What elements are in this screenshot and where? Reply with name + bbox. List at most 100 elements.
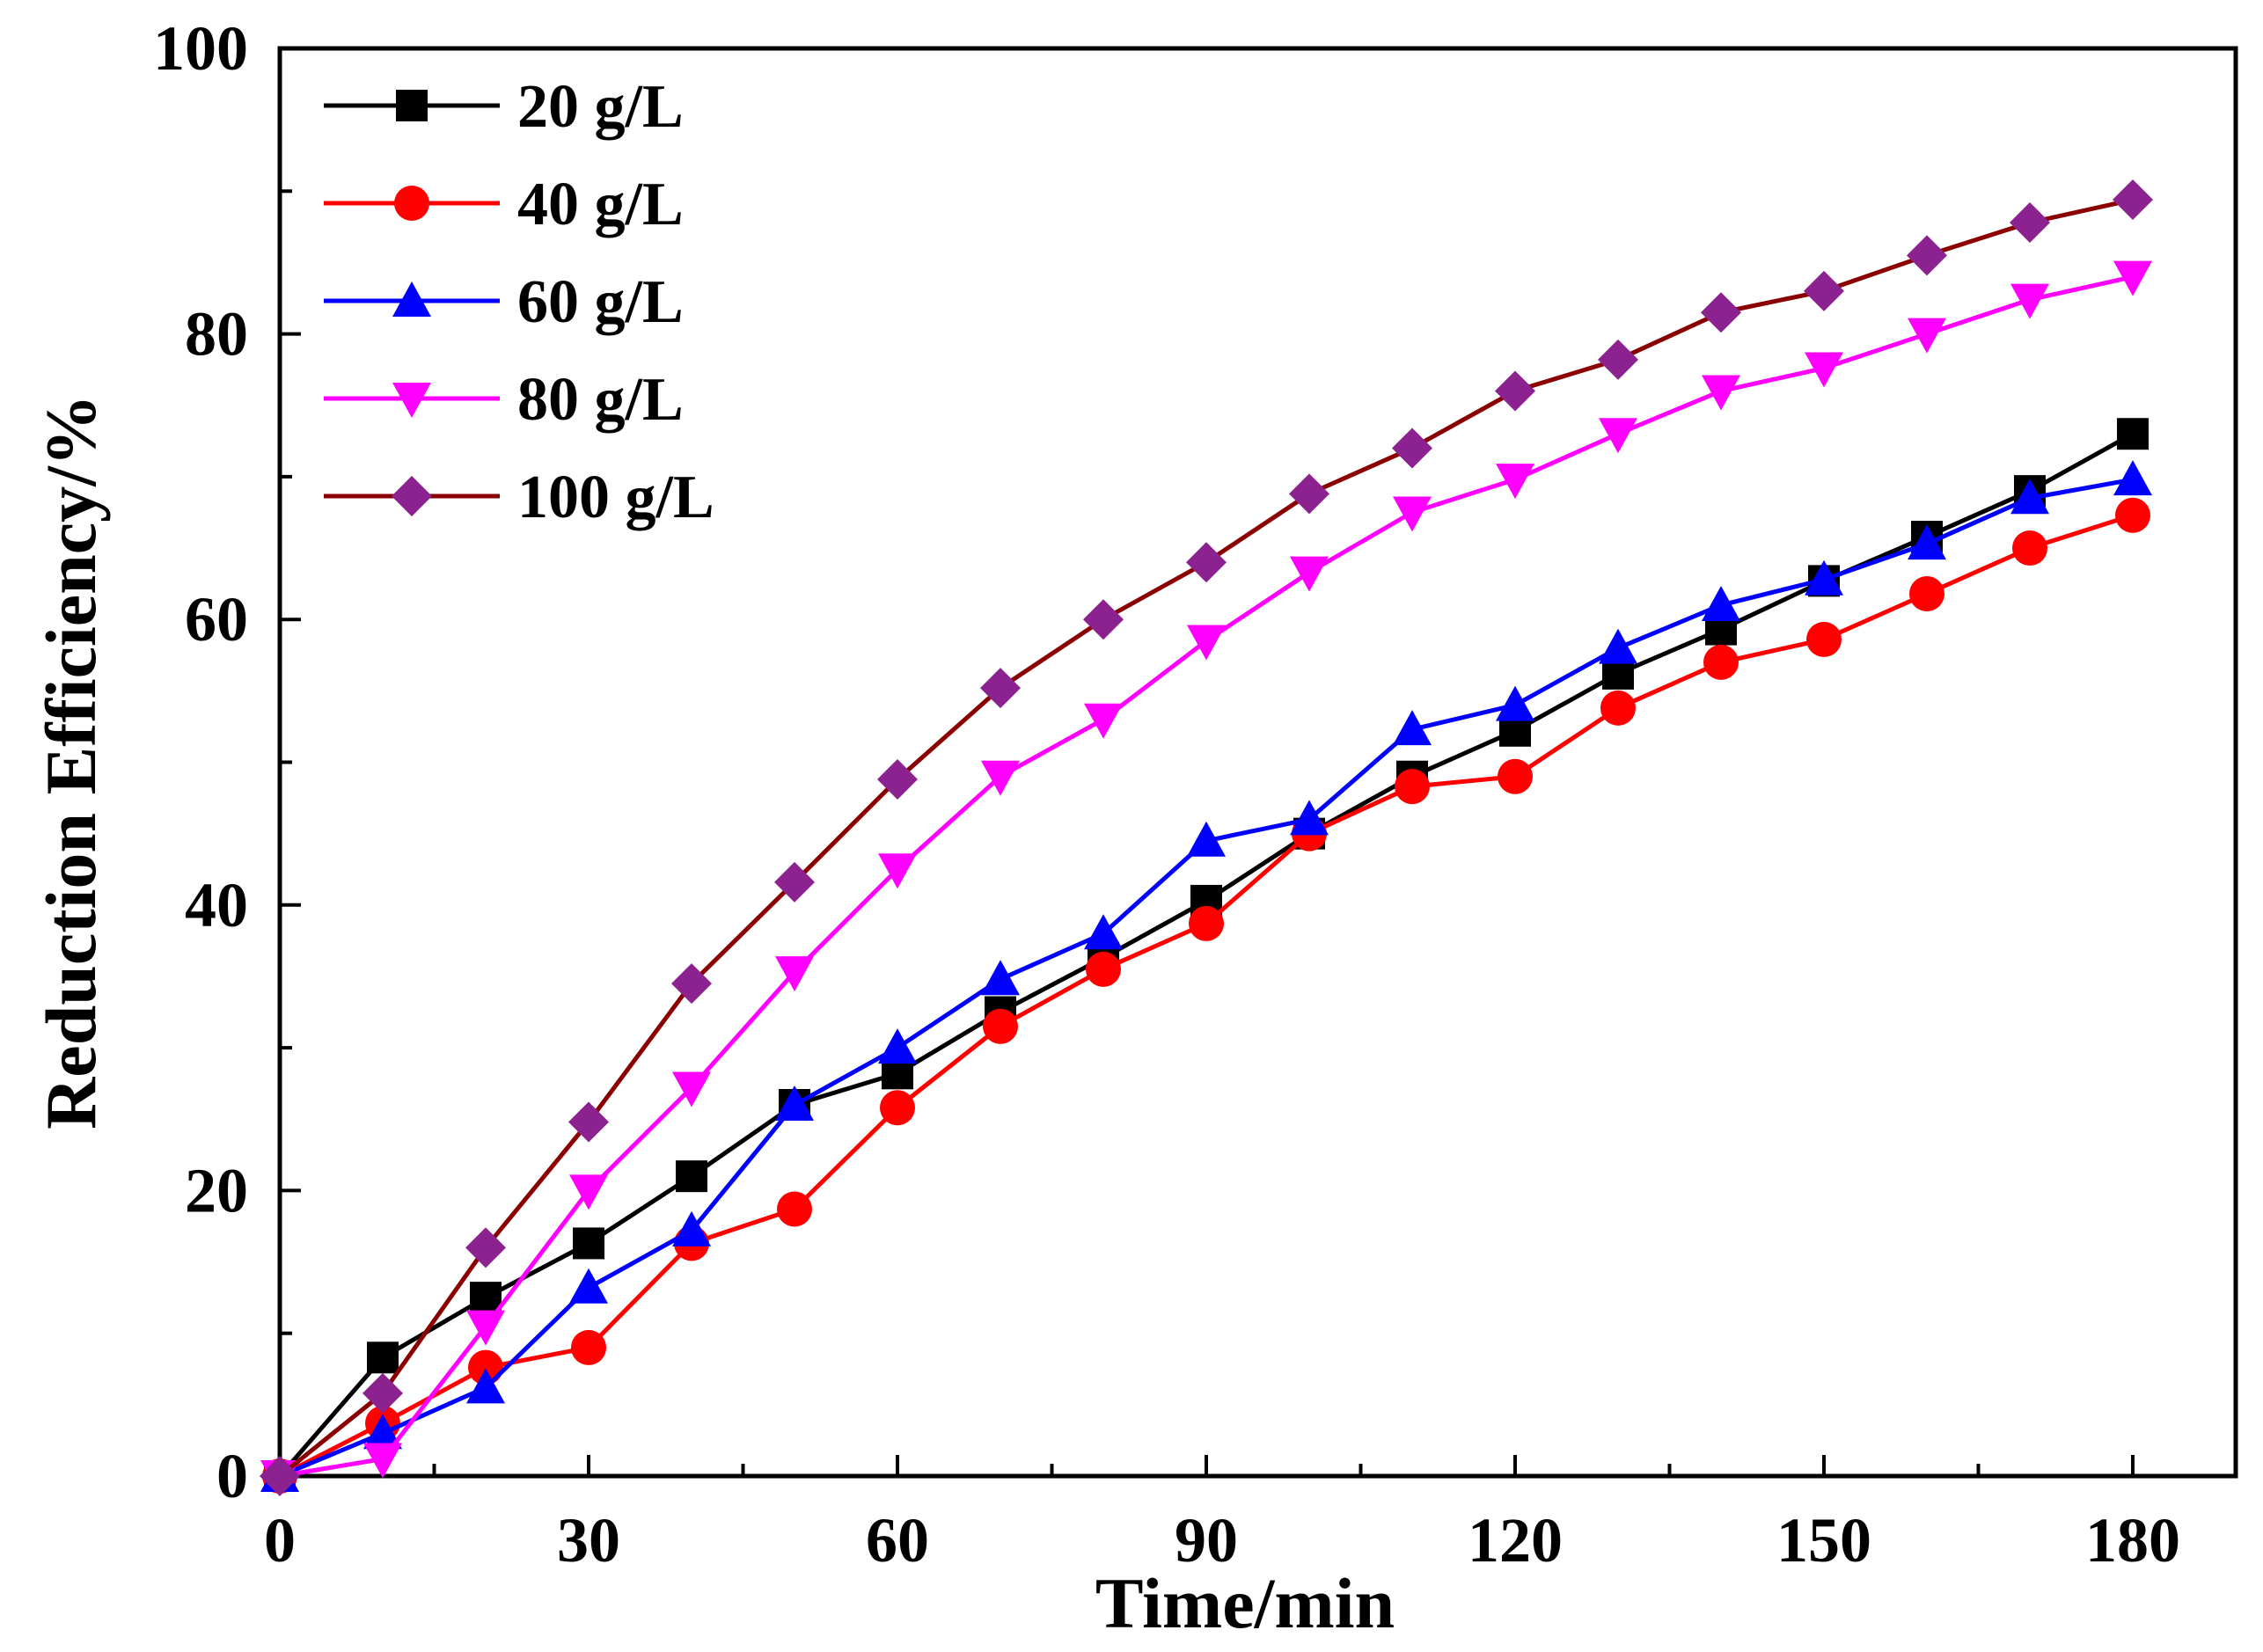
data-point (260, 1456, 300, 1496)
data-point (465, 1227, 506, 1268)
data-point (1907, 235, 1947, 276)
data-point (470, 1282, 502, 1314)
y-tick-label: 20 (185, 1155, 248, 1225)
data-point (1086, 951, 1121, 987)
data-point (2113, 260, 2152, 296)
data-point (777, 1191, 812, 1227)
data-point (877, 758, 918, 800)
legend-item: 80 g/L (324, 366, 684, 434)
data-point (569, 1268, 608, 1304)
data-point (569, 1174, 608, 1210)
legend-marker (392, 383, 431, 418)
legend-marker (396, 90, 428, 121)
data-point (1290, 800, 1329, 836)
legend-label: 60 g/L (517, 268, 684, 336)
data-point (568, 1101, 609, 1143)
series-3 (260, 460, 2152, 1492)
data-point (367, 1341, 399, 1374)
series-line (279, 274, 2134, 1479)
x-tick-label: 150 (1776, 1505, 1871, 1575)
data-point (1084, 703, 1123, 739)
data-point (878, 853, 917, 889)
data-point (1083, 599, 1124, 640)
y-tick-label: 80 (185, 299, 248, 369)
data-point (1908, 524, 1946, 560)
legend-label: 100 g/L (517, 464, 714, 531)
data-point (1498, 758, 1533, 794)
data-point (775, 1085, 814, 1122)
x-tick-label: 180 (2085, 1505, 2180, 1575)
data-point (672, 1210, 711, 1246)
legend-item: 60 g/L (324, 268, 684, 336)
legend-item: 100 g/L (324, 464, 714, 531)
data-point (1599, 418, 1637, 454)
data-point (1187, 625, 1226, 661)
legend-marker (394, 186, 429, 221)
data-point (571, 1329, 606, 1365)
data-point (1805, 352, 1843, 388)
data-point (774, 861, 815, 903)
data-point (1496, 685, 1534, 721)
data-point (1084, 914, 1123, 950)
data-point (1392, 428, 1432, 469)
data-point (2012, 530, 2047, 567)
data-point (1189, 905, 1224, 941)
y-axis-title: Reduction Efficiency/% (31, 394, 111, 1129)
data-point (363, 1414, 402, 1450)
data-point (1393, 710, 1432, 746)
data-point (981, 960, 1020, 996)
x-tick-label: 90 (1175, 1505, 1238, 1575)
data-point (1496, 464, 1534, 500)
series-4 (260, 260, 2152, 1495)
y-tick-label: 0 (216, 1441, 248, 1511)
data-point (2113, 460, 2152, 496)
data-point (1289, 473, 1329, 515)
data-point (981, 760, 1020, 796)
data-point (1600, 690, 1636, 726)
data-point (2113, 179, 2153, 221)
data-point (1806, 621, 1842, 657)
data-point (1702, 375, 1740, 411)
data-point (1703, 644, 1739, 680)
x-tick-label: 30 (557, 1505, 620, 1575)
data-point (2117, 418, 2149, 450)
data-point (878, 1028, 917, 1064)
data-point (1186, 542, 1227, 583)
data-point (1187, 821, 1226, 857)
x-tick-label: 0 (264, 1505, 296, 1575)
data-point (1805, 559, 1843, 596)
data-point (2010, 202, 2050, 244)
data-point (466, 1368, 505, 1404)
data-point (676, 1160, 707, 1193)
data-point (671, 963, 712, 1005)
data-point (2115, 497, 2150, 533)
data-point (1908, 318, 1946, 354)
data-point (1393, 496, 1432, 532)
x-axis-title: Time/min (1095, 1563, 1395, 1643)
data-point (983, 1008, 1018, 1044)
data-point (672, 1071, 711, 1107)
legend-marker (392, 281, 431, 317)
data-point (466, 1310, 505, 1346)
data-point (1804, 270, 1844, 311)
data-point (1701, 292, 1741, 333)
legend-item: 40 g/L (324, 171, 684, 238)
data-point (2010, 283, 2049, 319)
data-point (1702, 585, 1740, 621)
legend-item: 20 g/L (324, 73, 684, 141)
data-point (1599, 628, 1637, 664)
data-point (1598, 339, 1638, 380)
legend-label: 40 g/L (517, 171, 684, 238)
legend: 20 g/L 40 g/L 60 g/L 80 g/L 100 g/L (324, 73, 714, 531)
data-point (1909, 575, 1944, 611)
y-tick-label: 60 (185, 584, 248, 654)
data-point (2010, 479, 2049, 515)
data-point (1395, 769, 1430, 805)
legend-label: 20 g/L (517, 73, 684, 141)
data-point (1495, 370, 1535, 412)
x-tick-label: 60 (866, 1505, 929, 1575)
legend-marker (392, 476, 432, 516)
data-point (775, 956, 814, 992)
y-tick-label: 40 (185, 870, 248, 940)
